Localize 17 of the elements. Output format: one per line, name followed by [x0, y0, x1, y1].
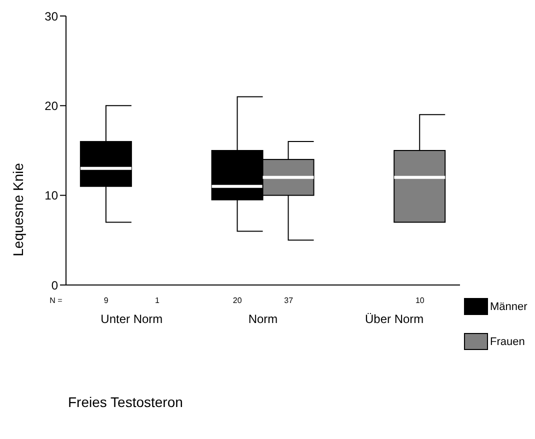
- x-tick-label: Unter Norm: [100, 312, 163, 326]
- text: 37: [284, 296, 294, 305]
- text: 20: [232, 296, 242, 305]
- y-tick-label: 0: [51, 278, 58, 292]
- text: N =: [50, 296, 63, 305]
- y-tick-label: 10: [44, 188, 58, 203]
- text: 9: [104, 296, 109, 305]
- text: 1: [155, 296, 160, 305]
- y-axis-title: Lequesne Knie: [10, 162, 26, 256]
- x-axis-title: Freies Testosteron: [68, 394, 184, 410]
- legend-label: Frauen: [490, 336, 525, 348]
- x-tick-label: Norm: [248, 312, 278, 326]
- text: 10: [415, 296, 425, 305]
- y-tick-label: 30: [44, 9, 58, 24]
- legend-label: Männer: [490, 300, 528, 312]
- y-tick-label: 20: [44, 98, 58, 113]
- x-tick-label: Über Norm: [364, 312, 424, 326]
